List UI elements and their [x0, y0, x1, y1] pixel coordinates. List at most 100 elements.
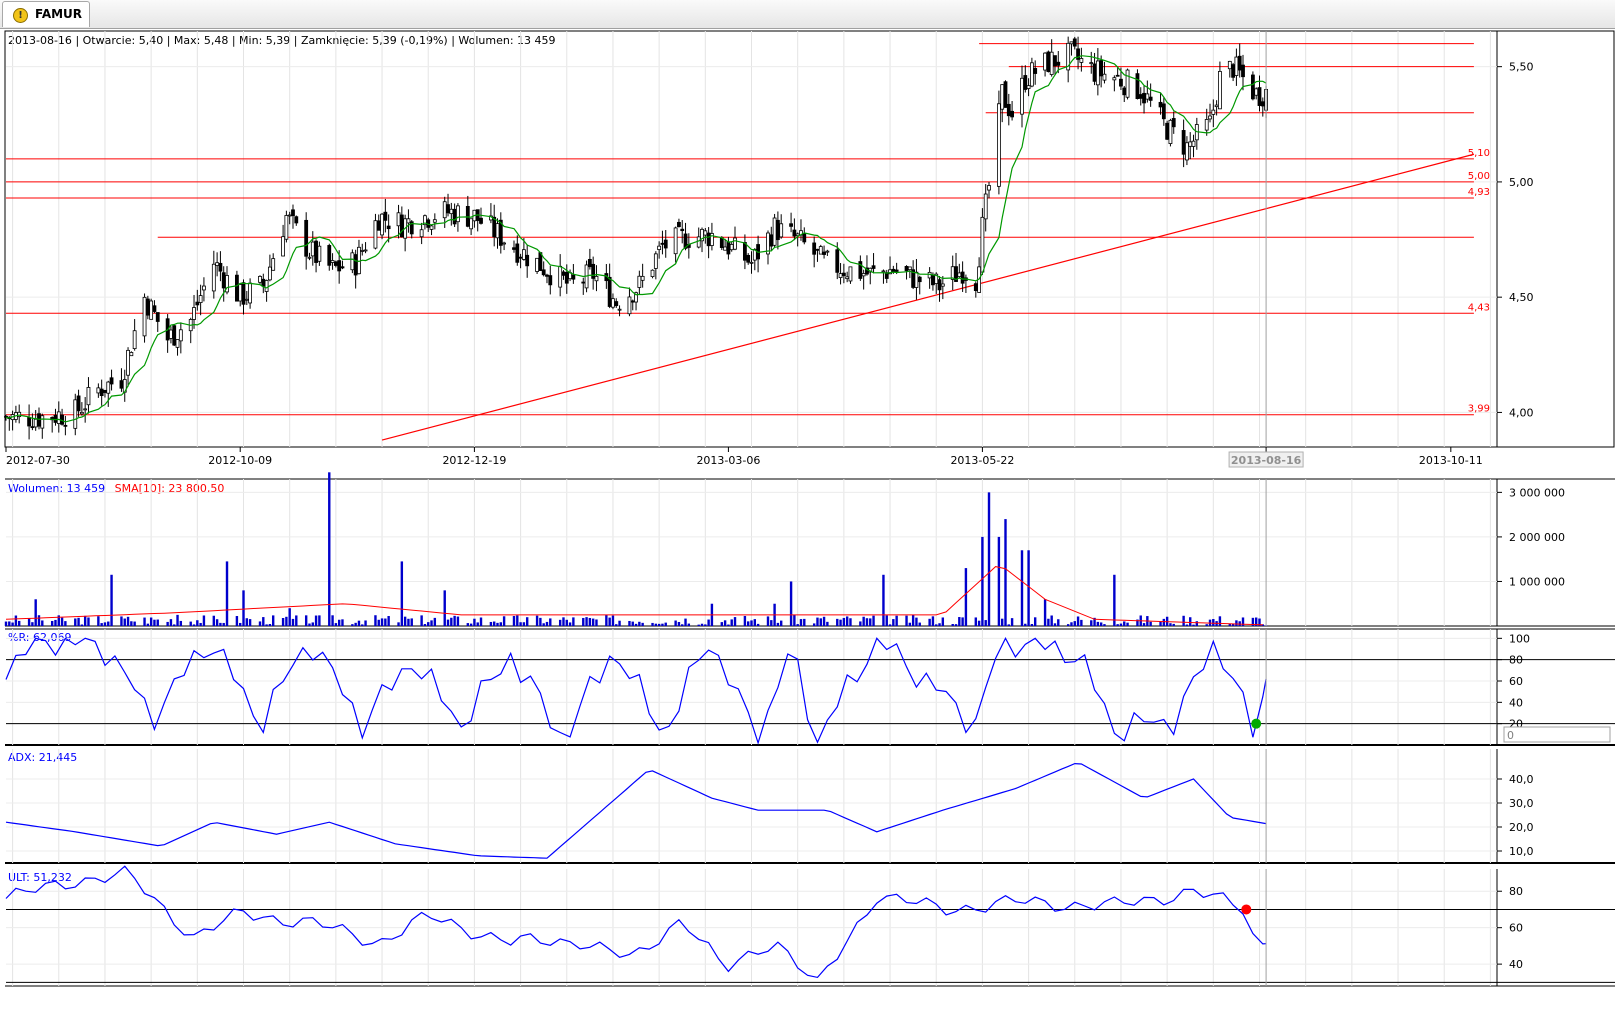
candle[interactable]: [96, 383, 101, 398]
candle[interactable]: [518, 253, 523, 269]
candle[interactable]: [291, 204, 295, 229]
candle[interactable]: [766, 230, 770, 265]
candle[interactable]: [261, 273, 266, 294]
candle[interactable]: [812, 236, 817, 268]
price-panel[interactable]: 4,00 4,50 5,00 5,50 5,10 5,00 4,93 4,43 3,99: [4, 30, 1615, 448]
candle[interactable]: [775, 211, 780, 250]
tab-famur[interactable]: ! FAMUR: [2, 1, 90, 27]
candle[interactable]: [818, 244, 823, 255]
candle[interactable]: [1095, 48, 1100, 96]
candle[interactable]: [548, 265, 553, 295]
candle[interactable]: [1194, 117, 1199, 150]
candle[interactable]: [1185, 136, 1189, 166]
candle[interactable]: [287, 211, 292, 225]
candle[interactable]: [1089, 51, 1094, 74]
candle[interactable]: [680, 220, 685, 244]
candle[interactable]: [465, 195, 470, 228]
candle[interactable]: [432, 213, 437, 230]
candle[interactable]: [561, 270, 566, 280]
candle[interactable]: [30, 413, 35, 431]
candle[interactable]: [515, 235, 520, 266]
candle[interactable]: [406, 209, 411, 233]
ultimate-oscillator-panel[interactable]: ULT: 51,232 40 60 80: [5, 865, 1615, 987]
candle[interactable]: [122, 369, 127, 402]
candle[interactable]: [1231, 62, 1236, 82]
candle[interactable]: [142, 293, 147, 343]
candle[interactable]: [1241, 54, 1245, 91]
candle[interactable]: [802, 227, 807, 245]
candle[interactable]: [1254, 87, 1259, 100]
candle[interactable]: [1227, 60, 1232, 78]
candle[interactable]: [792, 218, 797, 241]
candle[interactable]: [244, 290, 249, 306]
candle[interactable]: [479, 207, 483, 225]
candle[interactable]: [489, 203, 493, 224]
candle[interactable]: [525, 244, 530, 278]
candle[interactable]: [429, 224, 434, 236]
candle[interactable]: [1010, 101, 1014, 121]
candle[interactable]: [304, 212, 309, 270]
candle[interactable]: [1125, 68, 1130, 100]
wr-value-input[interactable]: [1503, 726, 1611, 743]
candle[interactable]: [1069, 41, 1074, 56]
candle[interactable]: [152, 300, 157, 314]
candle[interactable]: [627, 287, 632, 317]
candle[interactable]: [1053, 55, 1057, 76]
candle[interactable]: [594, 265, 599, 292]
candle[interactable]: [637, 270, 642, 295]
candle[interactable]: [581, 277, 586, 295]
candle[interactable]: [175, 339, 180, 356]
candle[interactable]: [1122, 85, 1127, 103]
candle[interactable]: [558, 254, 563, 297]
candle[interactable]: [937, 276, 942, 302]
candle[interactable]: [76, 389, 81, 417]
ult-signal-marker[interactable]: [1241, 904, 1252, 915]
candle[interactable]: [779, 214, 784, 239]
candle[interactable]: [983, 184, 988, 232]
candle[interactable]: [419, 222, 424, 245]
candle[interactable]: [314, 239, 318, 273]
candle[interactable]: [63, 415, 68, 436]
candle[interactable]: [1076, 36, 1080, 70]
candle[interactable]: [650, 269, 655, 279]
candle[interactable]: [126, 347, 130, 387]
candle[interactable]: [587, 248, 592, 270]
candle[interactable]: [60, 408, 64, 426]
candle[interactable]: [198, 284, 203, 316]
candle[interactable]: [564, 264, 569, 294]
candle[interactable]: [423, 214, 427, 230]
candle[interactable]: [789, 212, 793, 233]
candle[interactable]: [1191, 134, 1196, 158]
candle[interactable]: [907, 266, 912, 279]
candle[interactable]: [653, 251, 658, 280]
candle[interactable]: [630, 299, 635, 311]
candle[interactable]: [1168, 118, 1173, 147]
candle[interactable]: [73, 393, 78, 436]
candle[interactable]: [591, 256, 596, 290]
candle[interactable]: [1079, 47, 1084, 72]
candle[interactable]: [1237, 43, 1242, 78]
candle[interactable]: [884, 269, 889, 284]
candle[interactable]: [677, 218, 681, 228]
candle[interactable]: [149, 298, 154, 320]
candle[interactable]: [911, 260, 916, 290]
candle[interactable]: [927, 267, 932, 289]
candle[interactable]: [225, 266, 229, 295]
candle[interactable]: [327, 243, 332, 271]
candle[interactable]: [37, 407, 41, 430]
candle[interactable]: [1165, 120, 1170, 141]
candle[interactable]: [957, 263, 962, 278]
candle[interactable]: [79, 402, 84, 416]
candle[interactable]: [512, 240, 516, 253]
candle[interactable]: [1023, 65, 1028, 93]
candle[interactable]: [119, 368, 124, 392]
candle[interactable]: [1138, 87, 1143, 106]
candle[interactable]: [964, 274, 968, 293]
candle[interactable]: [103, 389, 107, 398]
candle[interactable]: [660, 230, 665, 255]
candle[interactable]: [172, 324, 177, 347]
candle[interactable]: [449, 202, 454, 226]
candle[interactable]: [545, 273, 549, 284]
candle[interactable]: [340, 260, 345, 270]
candle[interactable]: [706, 227, 711, 259]
